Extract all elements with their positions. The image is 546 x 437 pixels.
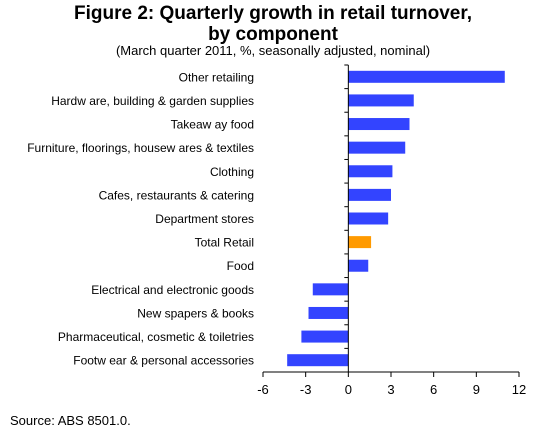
bar-9: [312, 283, 349, 296]
chart-subtitle: (March quarter 2011, %, seasonally adjus…: [115, 43, 431, 58]
x-tick-label: 3: [387, 382, 394, 397]
bar-8: [348, 259, 369, 272]
bar-3: [348, 141, 406, 154]
x-tick-label: 9: [473, 382, 480, 397]
category-label: Other retailing: [179, 70, 254, 84]
x-tick-label: 6: [430, 382, 437, 397]
category-label: Food: [227, 259, 254, 273]
category-label: Department stores: [155, 212, 254, 226]
bar-11: [301, 330, 349, 343]
category-label: Cafes, restaurants & catering: [99, 188, 254, 202]
category-label: Clothing: [210, 165, 254, 179]
x-tick-label: 0: [345, 382, 352, 397]
category-label: New spapers & books: [137, 306, 254, 320]
bar-12: [287, 354, 349, 367]
source-note: Source: ABS 8501.0.: [10, 413, 131, 428]
chart-title: Figure 2: Quarterly growth in retail tur…: [0, 3, 546, 45]
category-label: Hardw are, building & garden supplies: [51, 94, 254, 108]
bar-6: [348, 212, 389, 225]
category-label: Furniture, floorings, housew ares & text…: [27, 141, 254, 155]
category-label: Footw ear & personal accessories: [73, 354, 254, 368]
chart-title-line-1: Figure 2: Quarterly growth in retail tur…: [73, 3, 473, 24]
x-tick-label: -6: [257, 382, 269, 397]
bar-4: [348, 165, 393, 178]
bar-1: [348, 94, 414, 107]
bar-5: [348, 188, 391, 201]
category-label: Electrical and electronic goods: [91, 283, 254, 297]
chart-title-line-2: by component: [208, 24, 338, 45]
category-label: Takeaw ay food: [171, 118, 254, 132]
bar-2: [348, 118, 410, 131]
bar-0: [348, 70, 505, 83]
bar-10: [308, 306, 349, 319]
x-tick-label: 12: [512, 382, 526, 397]
bar-chart: Other retailing Hardw are, building & gar…: [27, 64, 526, 397]
x-tick-label: -3: [300, 382, 312, 397]
category-label: Pharmaceutical, cosmetic & toiletries: [58, 330, 254, 344]
bar-7: [348, 236, 372, 249]
category-label: Total Retail: [195, 236, 254, 250]
